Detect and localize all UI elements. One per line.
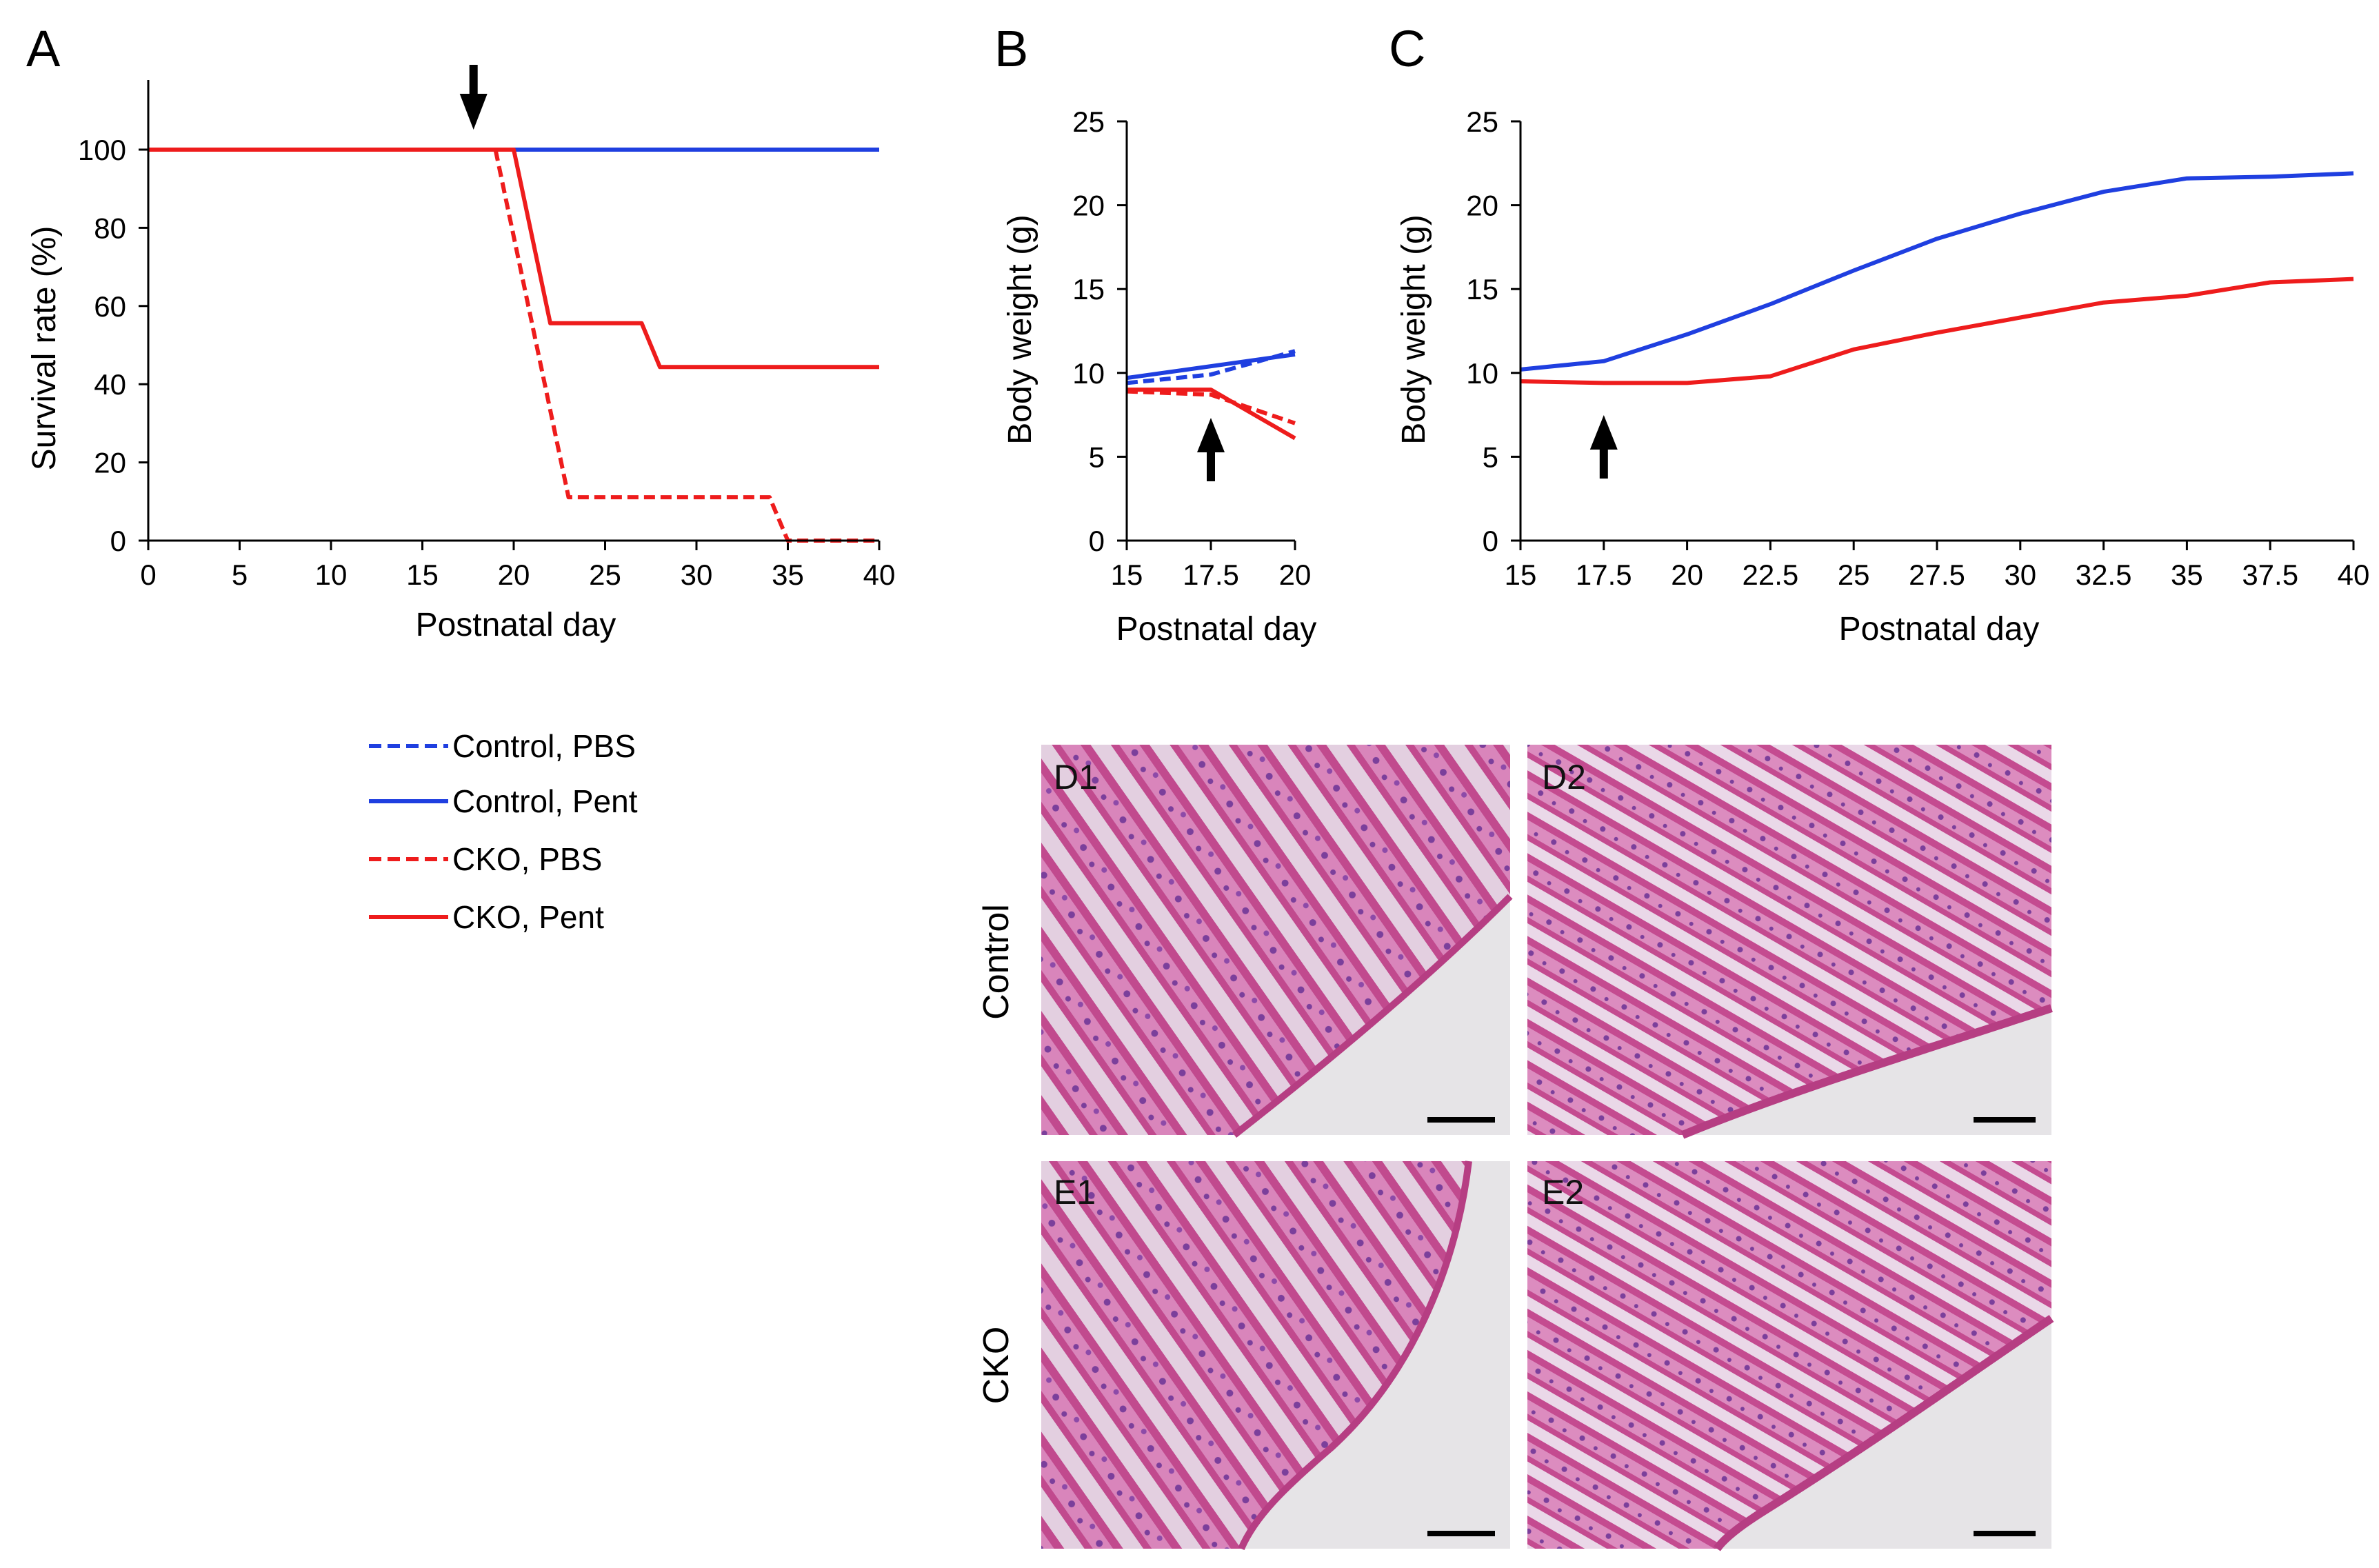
x-tick-label-a: 10	[315, 559, 348, 591]
y-axis-label-c: Body weight (g)	[1396, 214, 1432, 445]
arrow-head-b	[1197, 418, 1225, 452]
legend-label: Control, PBS	[452, 728, 636, 764]
micrograph-label-e1: E1	[1054, 1173, 1096, 1212]
arrow-c	[1589, 415, 1618, 479]
y-tick-label-a: 0	[110, 525, 126, 557]
y-tick-label-a: 40	[94, 368, 126, 401]
x-axis-label-a: Postnatal day	[416, 607, 616, 643]
x-tick-label-c: 15	[1505, 559, 1537, 591]
chart-b-series	[1126, 349, 1296, 441]
x-tick-label-a: 30	[681, 559, 713, 591]
y-axis-label-a: Survival rate (%)	[26, 226, 63, 471]
series-line-a-cko-pbs	[148, 148, 879, 543]
x-tick-label-a: 40	[863, 559, 896, 591]
chart-b-ticks: 0 5 10 15 20 25 15 17.5 20	[1072, 105, 1311, 591]
x-tick-label-c: 27.5	[1909, 559, 1965, 591]
arrow-head-c	[1589, 415, 1618, 450]
y-tick-label-c: 20	[1466, 190, 1498, 222]
y-tick-label-b: 20	[1072, 190, 1105, 222]
x-tick-label-c: 35	[2171, 559, 2203, 591]
arrow-a	[459, 65, 488, 130]
y-tick-label-b: 5	[1089, 441, 1105, 473]
x-tick-label-c: 17.5	[1576, 559, 1632, 591]
micrograph-d1: D1	[1041, 745, 1513, 1138]
arrow-head-a	[459, 94, 488, 130]
x-tick-label-c: 22.5	[1743, 559, 1799, 591]
x-tick-label-a: 15	[406, 559, 439, 591]
y-tick-label-b: 25	[1072, 105, 1105, 138]
x-tick-label-c: 25	[1838, 559, 1870, 591]
panel-a: A Survival rate (%) Postnatal day 0 20 40 6…	[26, 20, 895, 643]
series-line-a-cko-pent	[148, 148, 879, 370]
chart-a-ticks: 0 20 40 60 80 100 0 5 10 15 20 25 30 35 40	[78, 134, 895, 591]
x-tick-label-b: 15	[1111, 559, 1143, 591]
chart-c-series	[1520, 171, 2354, 385]
legend-item: CKO, Pent	[369, 899, 604, 935]
y-tick-label-a: 80	[94, 212, 126, 244]
series-line-b-cko-pent	[1127, 388, 1296, 441]
micrograph-e1: E1	[1041, 1160, 1510, 1550]
arrow-b	[1197, 418, 1225, 481]
row-label-control: Control	[976, 904, 1016, 1020]
x-tick-label-c: 32.5	[2076, 559, 2132, 591]
x-tick-label-c: 30	[2004, 559, 2036, 591]
series-line-c-cko-pent	[1520, 277, 2354, 385]
y-tick-label-c: 10	[1466, 357, 1498, 390]
micrograph-d2: D2	[1527, 745, 2053, 1139]
y-tick-label-c: 25	[1466, 105, 1498, 138]
x-tick-label-b: 17.5	[1183, 559, 1239, 591]
y-tick-label-c: 15	[1466, 273, 1498, 305]
legend-item: Control, Pent	[369, 783, 638, 819]
x-tick-label-b: 20	[1279, 559, 1312, 591]
micrograph-label-d2: D2	[1542, 758, 1586, 796]
legend-label: Control, Pent	[452, 783, 638, 819]
y-tick-label-a: 20	[94, 447, 126, 479]
micrograph-e2: E2	[1527, 1161, 2054, 1551]
x-tick-label-a: 5	[232, 559, 248, 591]
legend-item: Control, PBS	[369, 728, 636, 764]
y-tick-label-a: 100	[78, 134, 126, 166]
x-axis-label-c: Postnatal day	[1839, 611, 2040, 647]
micrograph-label-d1: D1	[1054, 758, 1098, 796]
x-tick-label-c: 40	[2338, 559, 2370, 591]
series-line-c-control-pent	[1520, 171, 2354, 372]
x-tick-label-a: 25	[589, 559, 621, 591]
x-tick-label-a: 35	[772, 559, 804, 591]
y-tick-label-b: 10	[1072, 357, 1105, 390]
y-tick-label-b: 15	[1072, 273, 1105, 305]
panel-c: C Body weight (g) Postnatal day 0 5 10 15 20…	[1389, 20, 2369, 647]
arrow-shaft-c	[1599, 445, 1608, 479]
legend-label: CKO, Pent	[452, 899, 604, 935]
series-line-b-control-pent	[1126, 352, 1296, 381]
series-line-b-cko-pbs	[1126, 389, 1296, 425]
panel-b: B Body weight (g) Postnatal day 0 5 10 15 20…	[994, 20, 1316, 647]
chart-a-series	[148, 148, 879, 543]
y-tick-label-c: 5	[1483, 441, 1498, 473]
x-tick-label-a: 0	[140, 559, 156, 591]
panel-letter-a: A	[26, 20, 61, 77]
arrow-shaft-a	[469, 65, 478, 101]
chart-c-ticks: 0 5 10 15 20 25 15 17.5 20 22.5 25 27.5 30 32.5 35 37.5…	[1466, 105, 2369, 591]
x-tick-label-a: 20	[498, 559, 530, 591]
x-axis-label-b: Postnatal day	[1116, 611, 1317, 647]
x-tick-label-c: 37.5	[2242, 559, 2298, 591]
legend-label: CKO, PBS	[452, 841, 602, 877]
legend-item: CKO, PBS	[369, 841, 602, 877]
legend: Control, PBS Control, Pent CKO, PBS CKO,…	[369, 728, 638, 935]
micrographs: Control CKO D1 D2 E1	[976, 745, 2054, 1551]
y-tick-label-b: 0	[1089, 525, 1105, 557]
y-axis-label-b: Body weight (g)	[1002, 214, 1038, 445]
arrow-shaft-b	[1207, 448, 1215, 481]
y-tick-label-a: 60	[94, 290, 126, 323]
y-tick-label-c: 0	[1483, 525, 1498, 557]
x-tick-label-c: 20	[1671, 559, 1703, 591]
micrograph-label-e2: E2	[1542, 1173, 1584, 1212]
panel-letter-b: B	[994, 20, 1028, 77]
row-label-cko: CKO	[976, 1327, 1016, 1405]
panel-letter-c: C	[1389, 20, 1425, 77]
